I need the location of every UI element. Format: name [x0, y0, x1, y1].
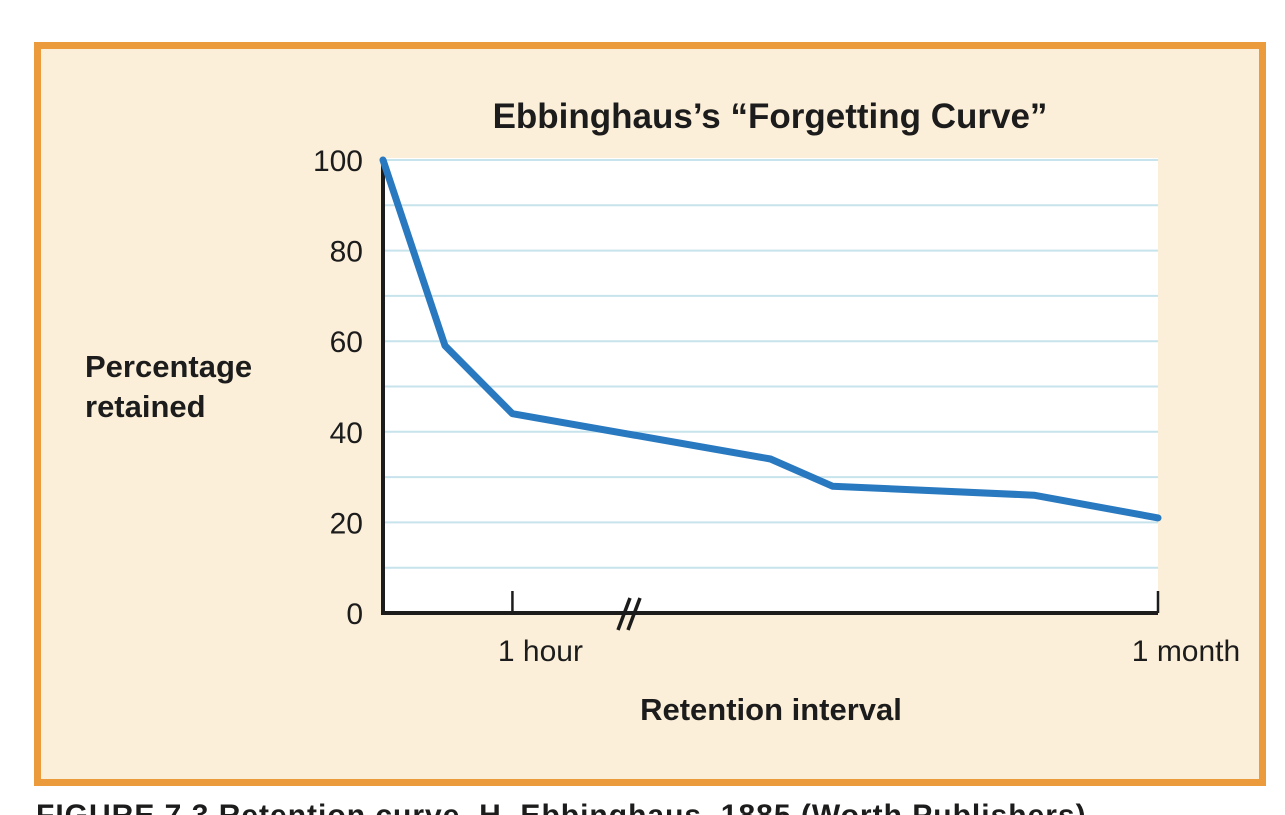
- y-axis-label-line-1: Percentage: [85, 349, 252, 384]
- x-ticks: 1 hour 1 month: [498, 591, 1240, 668]
- y-axis-label-line-2: retained: [85, 389, 206, 424]
- y-tick-label: 60: [330, 326, 363, 359]
- chart-title: Ebbinghaus’s “Forgetting Curve”: [493, 97, 1048, 136]
- y-tick-label: 40: [330, 417, 363, 450]
- figure-caption: FIGURE 7.3 Retention curve, H. Ebbinghau…: [36, 799, 1087, 815]
- gridlines: [383, 159, 1158, 569]
- y-tick-labels: 0 20 40 60 80 100: [313, 145, 363, 631]
- y-tick-label: 100: [313, 145, 363, 178]
- data-series: [379, 156, 1162, 522]
- axes: [381, 160, 1158, 631]
- y-tick-label: 20: [330, 507, 363, 540]
- y-tick-label: 80: [330, 236, 363, 269]
- axis-break-mark: [626, 597, 642, 631]
- forgetting-curve-chart: Ebbinghaus’s “Forgetting Curve” 0 20 40 60 8…: [85, 97, 1240, 727]
- x-tick-label: 1 hour: [498, 635, 583, 668]
- x-tick-label: 1 month: [1132, 635, 1240, 668]
- y-tick-label: 0: [346, 598, 363, 631]
- caption-strip: FIGURE 7.3 Retention curve, H. Ebbinghau…: [0, 790, 1285, 815]
- forgetting-curve-line: [379, 156, 1162, 522]
- axis-break-mark: [616, 597, 632, 631]
- x-axis-label: Retention interval: [640, 692, 902, 727]
